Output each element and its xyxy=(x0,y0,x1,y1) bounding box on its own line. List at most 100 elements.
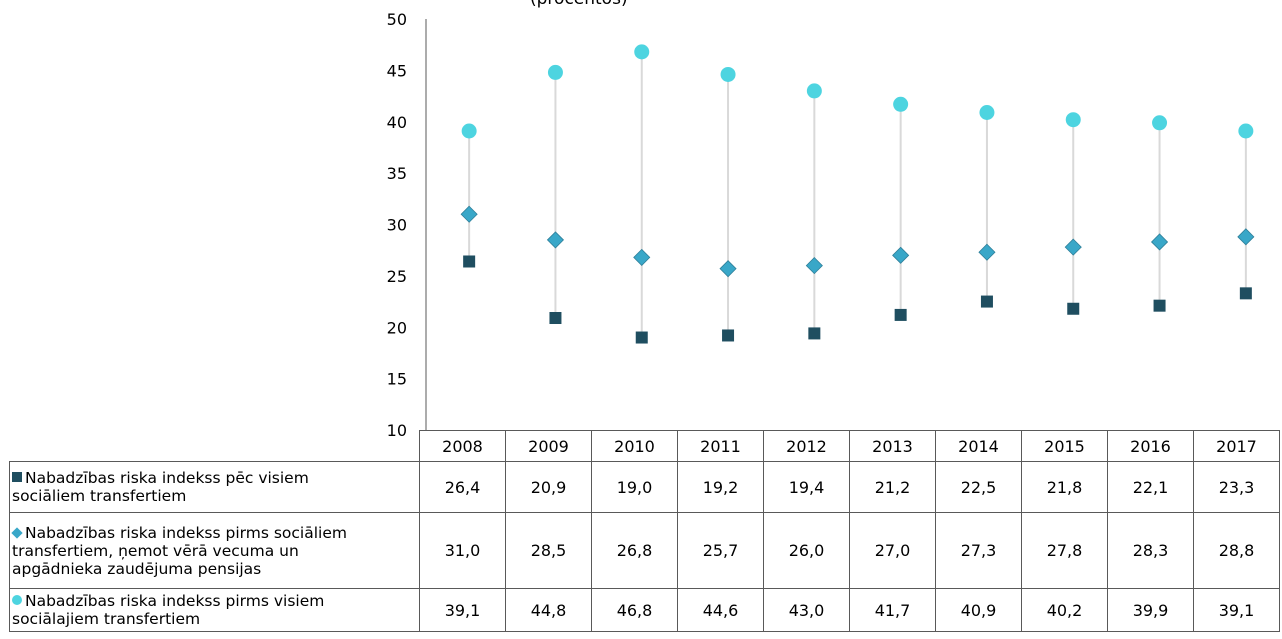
y-tick-label: 30 xyxy=(387,216,407,235)
legend-series-3-line-2: sociālajiem transfertiem xyxy=(12,610,201,628)
y-tick-label: 40 xyxy=(387,113,407,132)
table-year-header: 2010 xyxy=(591,430,678,462)
legend-series-1-line-2: sociāliem transfertiem xyxy=(12,487,187,505)
series-1-square-point xyxy=(894,308,907,321)
table-value-cell: 23,3 xyxy=(1193,461,1280,513)
series-3-circle-point xyxy=(979,105,995,121)
legend-series-3-line-1: Nabadzības riska indekss pirms visiem xyxy=(25,592,325,610)
series-1-square-point xyxy=(549,312,562,325)
table-value-cell: 19,2 xyxy=(677,461,764,513)
series-2-diamond-point xyxy=(719,260,737,278)
table-year-header: 2017 xyxy=(1193,430,1280,462)
table-value-cell: 27,8 xyxy=(1021,512,1108,589)
table-value-cell: 44,6 xyxy=(677,588,764,632)
table-value-cell: 27,0 xyxy=(849,512,936,589)
table-value-cell: 28,5 xyxy=(505,512,592,589)
series-1-square-point xyxy=(980,295,993,308)
table-year-header: 2012 xyxy=(763,430,850,462)
series-2-diamond-point xyxy=(1237,228,1255,246)
series-3-circle-point xyxy=(1238,123,1254,139)
table-value-cell: 31,0 xyxy=(419,512,506,589)
series-1-square-point xyxy=(1153,299,1166,312)
series-2-diamond-point xyxy=(805,257,823,275)
table-row-before-all-transfers: Nabadzības riska indekss pirms visiem so… xyxy=(9,588,1280,632)
table-year-header: 2009 xyxy=(505,430,592,462)
legend-series-1: Nabadzības riska indekss pēc visiem soci… xyxy=(9,461,420,513)
table-value-cell: 19,4 xyxy=(763,461,850,513)
table-value-cell: 40,9 xyxy=(935,588,1022,632)
y-tick-label: 20 xyxy=(387,318,407,337)
legend-series-2-line-3: apgādnieka zaudējuma pensijas xyxy=(12,559,262,578)
series-1-square-point xyxy=(808,327,821,340)
table-corner xyxy=(9,430,420,462)
table-value-cell: 40,2 xyxy=(1021,588,1108,632)
series-1-square-point xyxy=(463,255,476,268)
table-year-header: 2015 xyxy=(1021,430,1108,462)
series-1-square-point xyxy=(1239,287,1252,300)
table-value-cell: 26,4 xyxy=(419,461,506,513)
legend-series-2-line-2: transfertiem, ņemot vērā vecuma un xyxy=(12,541,299,560)
chart-title-fragment: (procentos) xyxy=(530,0,628,9)
legend-series-1-line-1: Nabadzības riska indekss pēc visiem xyxy=(25,469,309,487)
table-value-cell: 39,1 xyxy=(1193,588,1280,632)
table-value-cell: 41,7 xyxy=(849,588,936,632)
series-1-square-point xyxy=(635,331,648,344)
table-value-cell: 19,0 xyxy=(591,461,678,513)
table-value-cell: 28,3 xyxy=(1107,512,1194,589)
table-value-cell: 27,3 xyxy=(935,512,1022,589)
series-2-diamond-point xyxy=(892,246,910,264)
high-low-lines xyxy=(468,51,1247,338)
table-value-cell: 28,8 xyxy=(1193,512,1280,589)
series-2-diamond-point xyxy=(1150,233,1169,251)
data-table: 2008 2009 2010 2011 2012 2013 2014 2015 2016 2017… xyxy=(9,430,1280,632)
table-year-header: 2014 xyxy=(935,430,1022,462)
series-2-diamond-point xyxy=(1064,238,1082,256)
series-3-circle-point xyxy=(547,64,563,80)
y-tick-label: 45 xyxy=(387,61,407,80)
legend-series-2-line-1: Nabadzības riska indekss pirms sociāliem xyxy=(25,523,347,542)
series-2-diamond-point xyxy=(978,243,996,261)
table-year-header: 2008 xyxy=(419,430,506,462)
y-tick-label: 35 xyxy=(387,164,407,183)
table-value-cell: 22,1 xyxy=(1107,461,1194,513)
table-value-cell: 43,0 xyxy=(763,588,850,632)
series-1-square-point xyxy=(1067,302,1080,315)
table-row-before-transfers-with-pensions: Nabadzības riska indekss pirms sociāliem… xyxy=(9,512,1280,589)
table-value-cell: 39,1 xyxy=(419,588,506,632)
table-value-cell: 22,5 xyxy=(935,461,1022,513)
series-2-diamond-point xyxy=(460,205,478,223)
table-value-cell: 20,9 xyxy=(505,461,592,513)
series-3-circle-point xyxy=(893,96,909,112)
table-row-after-transfers: Nabadzības riska indekss pēc visiem soci… xyxy=(9,461,1280,513)
table-year-header: 2013 xyxy=(849,430,936,462)
y-tick-label: 50 xyxy=(387,10,407,29)
table-header-row: 2008 2009 2010 2011 2012 2013 2014 2015 2016 2017 xyxy=(9,430,1280,462)
y-tick-label: 25 xyxy=(387,267,407,286)
table-value-cell: 21,2 xyxy=(849,461,936,513)
series-3-circle-point xyxy=(634,44,650,60)
table-value-cell: 26,8 xyxy=(591,512,678,589)
y-tick-label: 15 xyxy=(387,370,407,389)
series-3-circle-point xyxy=(720,66,736,82)
square-marker-icon xyxy=(12,472,22,482)
series-3-circle-point xyxy=(1152,115,1168,131)
table-value-cell: 39,9 xyxy=(1107,588,1194,632)
table-value-cell: 26,0 xyxy=(763,512,850,589)
table-value-cell: 46,8 xyxy=(591,588,678,632)
table-year-header: 2011 xyxy=(677,430,764,462)
series-3-circle-point xyxy=(461,123,477,139)
table-value-cell: 21,8 xyxy=(1021,461,1108,513)
circle-marker-icon xyxy=(12,595,22,605)
series-2-diamond-point xyxy=(633,248,651,266)
table-value-cell: 25,7 xyxy=(677,512,764,589)
table-year-header: 2016 xyxy=(1107,430,1194,462)
data-markers xyxy=(460,44,1255,344)
series-2-diamond-point xyxy=(546,231,565,249)
legend-series-3: Nabadzības riska indekss pirms visiem so… xyxy=(9,588,420,632)
table-value-cell: 44,8 xyxy=(505,588,592,632)
series-3-circle-point xyxy=(806,83,822,99)
series-1-square-point xyxy=(722,329,735,342)
series-3-circle-point xyxy=(1065,112,1081,128)
legend-series-2: Nabadzības riska indekss pirms sociāliem… xyxy=(9,512,420,589)
